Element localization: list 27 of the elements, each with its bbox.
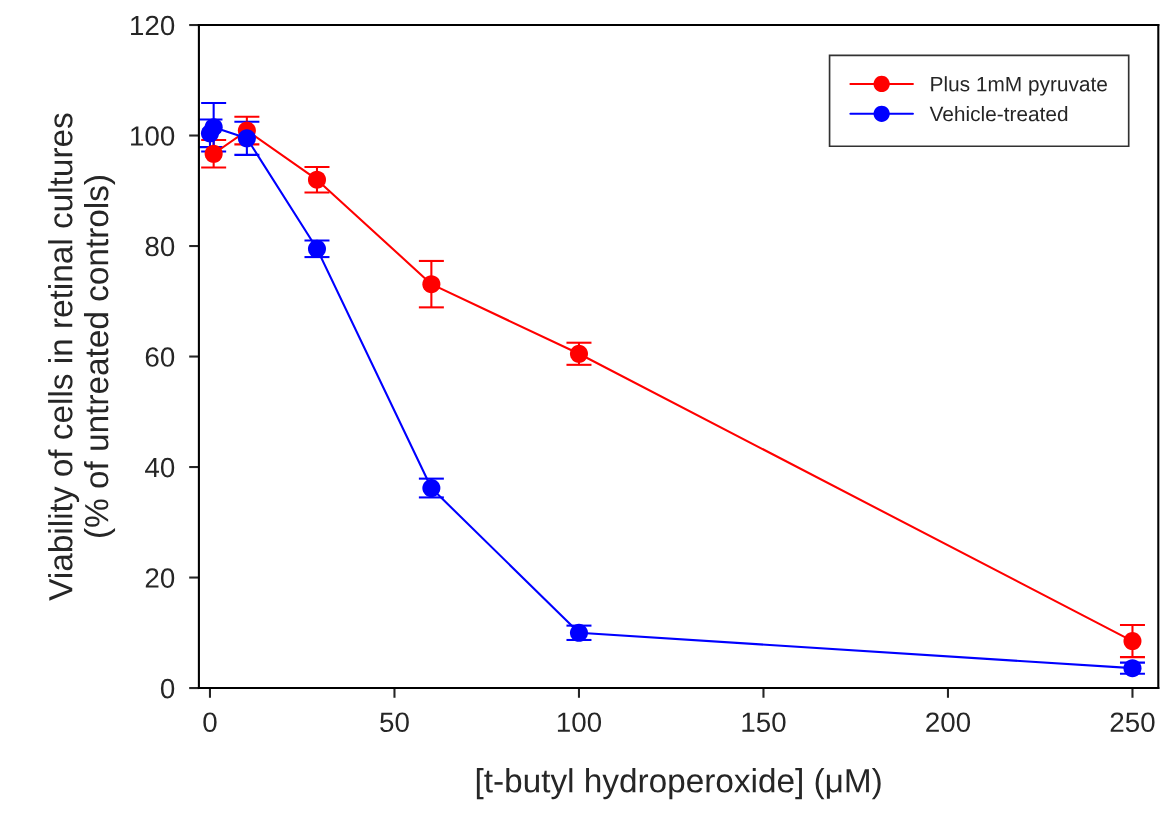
y-tick-label: 80 [145, 236, 175, 257]
legend-label: Vehicle-treated [929, 106, 1068, 122]
point [237, 129, 256, 148]
y-tick-label: 60 [145, 347, 175, 367]
y-tick-label: 40 [145, 457, 175, 478]
y-tick-label: 120 [131, 15, 175, 36]
x-tick-label: 200 [926, 712, 971, 733]
x-tick-label: 100 [557, 712, 602, 733]
y-tick-label: 100 [131, 126, 175, 146]
x-tick-label: 0 [203, 712, 217, 733]
x-axis-title: [t-butyl hydroperoxide] (μM) [476, 768, 881, 800]
point [1123, 659, 1142, 678]
point [204, 118, 223, 137]
point [422, 275, 441, 294]
y-tick-label: 0 [160, 678, 175, 699]
point [204, 144, 223, 163]
x-tick-label: 150 [742, 712, 786, 733]
y-tick-label: 20 [145, 568, 175, 588]
point [569, 623, 588, 642]
point [569, 344, 588, 363]
x-tick-label: 50 [380, 712, 409, 733]
point [1123, 632, 1142, 651]
y-axis-title: Viability of cells in retinal cultures (% of untreated controls) [48, 113, 116, 601]
x-tick-label: 250 [1110, 712, 1155, 733]
legend-label: Plus 1mM pyruvate [931, 76, 1107, 96]
point [422, 479, 441, 498]
point [307, 170, 327, 189]
